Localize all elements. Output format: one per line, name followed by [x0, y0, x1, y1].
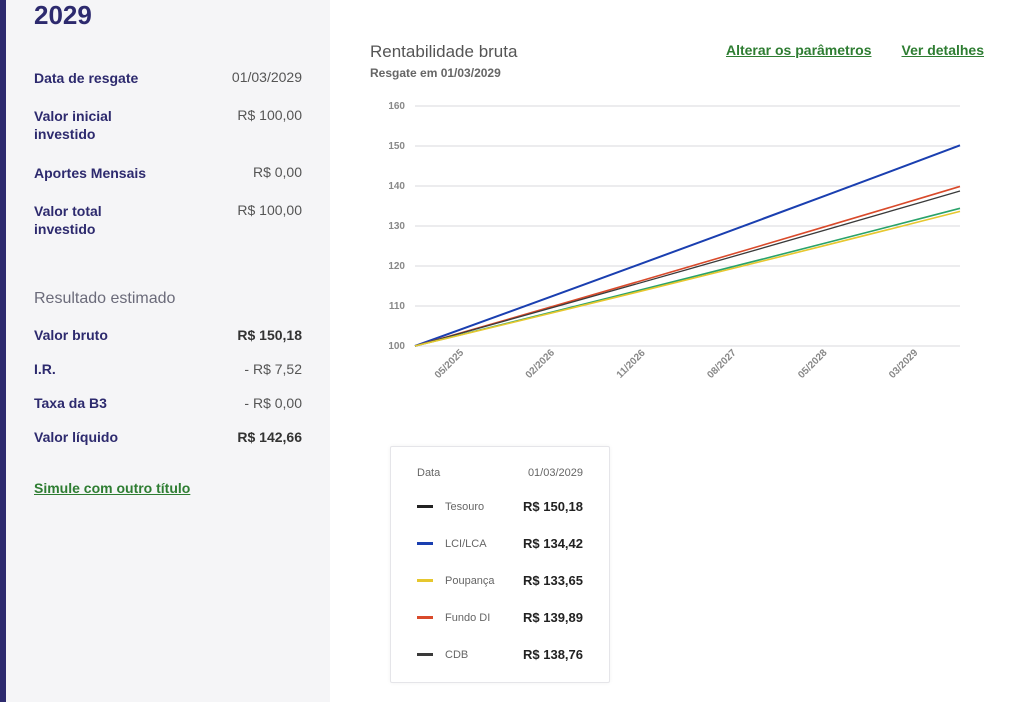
info-label: Valor inicial investido	[34, 107, 164, 143]
ver-detalhes-link[interactable]: Ver detalhes	[902, 42, 985, 58]
svg-text:140: 140	[388, 181, 405, 192]
legend-value: R$ 133,65	[523, 573, 583, 588]
sidebar-year: 2029	[34, 0, 302, 31]
legend-head-right: 01/03/2029	[528, 467, 583, 479]
info-row: Valor total investido R$ 100,00	[34, 192, 302, 248]
legend-row: Poupança R$ 133,65	[417, 573, 583, 588]
info-label: Aportes Mensais	[34, 164, 146, 182]
info-label: Data de resgate	[34, 69, 138, 87]
result-row: Valor bruto R$ 150,18	[34, 318, 302, 352]
legend-box: Data 01/03/2029 Tesouro R$ 150,18 LCI/LCA R…	[390, 446, 610, 683]
svg-text:160: 160	[388, 101, 405, 112]
result-value: R$ 142,66	[237, 429, 302, 445]
profitability-chart: 100 110 120 130 140 150 160 05/2025 02/2026 11/20…	[370, 96, 970, 416]
info-row: Valor inicial investido R$ 100,00	[34, 97, 302, 153]
legend-label: Fundo DI	[445, 612, 511, 624]
svg-text:03/2029: 03/2029	[887, 347, 921, 381]
legend-value: R$ 138,76	[523, 647, 583, 662]
result-value: - R$ 0,00	[244, 395, 302, 411]
simulate-other-link[interactable]: Simule com outro título	[34, 480, 190, 496]
legend-swatch	[417, 653, 433, 656]
alterar-parametros-link[interactable]: Alterar os parâmetros	[726, 42, 872, 58]
result-row: Valor líquido R$ 142,66	[34, 420, 302, 454]
legend-head-left: Data	[417, 467, 440, 479]
legend-value: R$ 134,42	[523, 536, 583, 551]
info-value: R$ 0,00	[253, 164, 302, 180]
result-row: Taxa da B3 - R$ 0,00	[34, 386, 302, 420]
legend-value: R$ 150,18	[523, 499, 583, 514]
info-row: Data de resgate 01/03/2029	[34, 59, 302, 97]
svg-text:130: 130	[388, 221, 405, 232]
legend-row: CDB R$ 138,76	[417, 647, 583, 662]
result-header: Resultado estimado	[34, 290, 302, 308]
legend-row: Tesouro R$ 150,18	[417, 499, 583, 514]
info-value: R$ 100,00	[237, 202, 302, 218]
legend-label: CDB	[445, 649, 511, 661]
result-label: Taxa da B3	[34, 395, 107, 411]
info-value: 01/03/2029	[232, 69, 302, 85]
info-label: Valor total investido	[34, 202, 164, 238]
svg-text:05/2028: 05/2028	[796, 347, 830, 381]
legend-label: Tesouro	[445, 501, 511, 513]
legend-row: LCI/LCA R$ 134,42	[417, 536, 583, 551]
chart-title: Rentabilidade bruta	[370, 42, 517, 62]
result-label: Valor bruto	[34, 327, 108, 343]
result-value: R$ 150,18	[237, 327, 302, 343]
svg-text:150: 150	[388, 141, 405, 152]
result-value: - R$ 7,52	[244, 361, 302, 377]
chart-subtitle: Resgate em 01/03/2029	[370, 66, 517, 80]
svg-text:100: 100	[388, 341, 405, 352]
legend-swatch	[417, 542, 433, 545]
legend-label: Poupança	[445, 575, 511, 587]
info-row: Aportes Mensais R$ 0,00	[34, 154, 302, 192]
svg-text:11/2026: 11/2026	[615, 347, 648, 380]
result-label: Valor líquido	[34, 429, 118, 445]
svg-text:05/2025: 05/2025	[433, 347, 467, 381]
info-value: R$ 100,00	[237, 107, 302, 123]
legend-label: LCI/LCA	[445, 538, 511, 550]
svg-text:120: 120	[388, 261, 405, 272]
svg-text:02/2026: 02/2026	[524, 347, 558, 381]
result-label: I.R.	[34, 361, 56, 377]
svg-text:110: 110	[389, 301, 406, 312]
main-panel: Rentabilidade bruta Resgate em 01/03/202…	[330, 0, 1024, 702]
result-row: I.R. - R$ 7,52	[34, 352, 302, 386]
svg-text:08/2027: 08/2027	[705, 347, 739, 381]
sidebar: 2029 Data de resgate 01/03/2029 Valor inic…	[0, 0, 330, 702]
legend-row: Fundo DI R$ 139,89	[417, 610, 583, 625]
legend-swatch	[417, 505, 433, 508]
legend-swatch	[417, 616, 433, 619]
legend-swatch	[417, 579, 433, 582]
legend-value: R$ 139,89	[523, 610, 583, 625]
